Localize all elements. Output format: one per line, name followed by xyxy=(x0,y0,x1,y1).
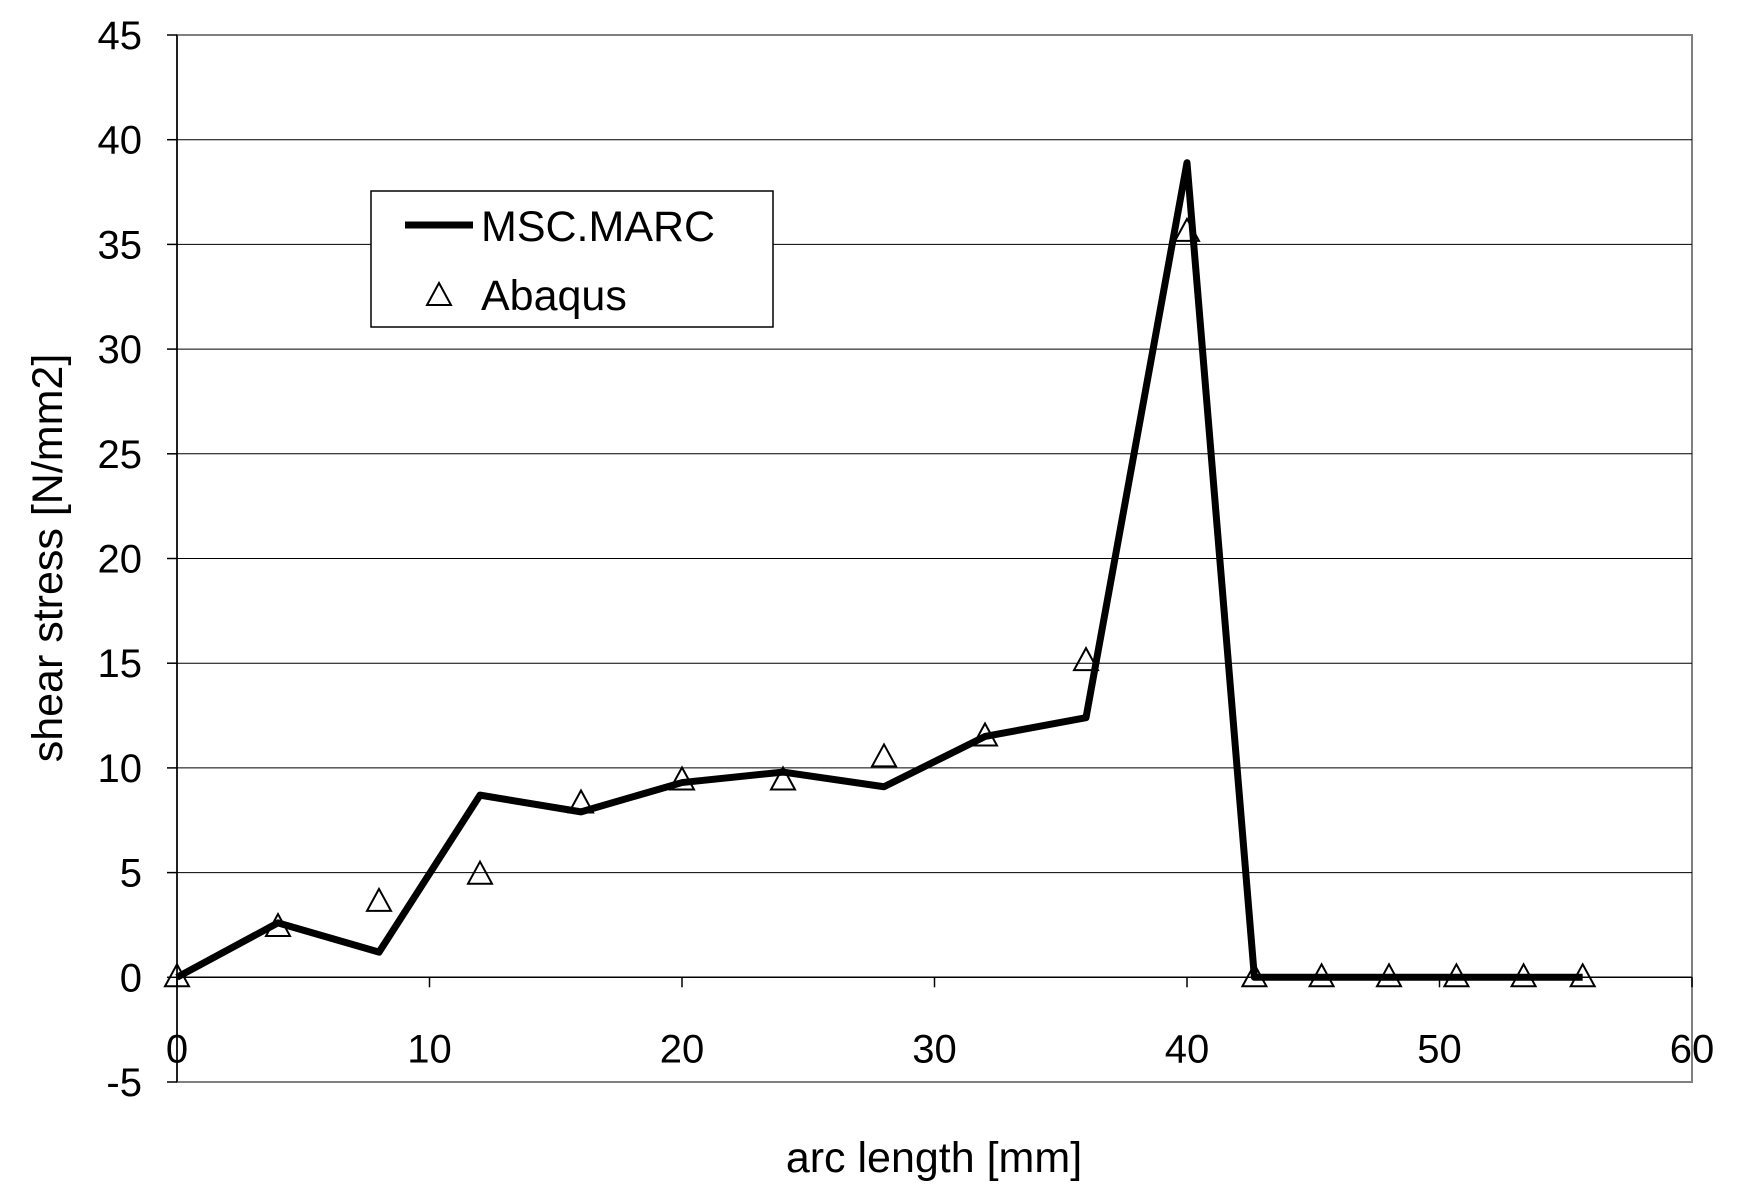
x-axis-ticks: 0 10 20 30 40 50 60 xyxy=(166,977,1714,1071)
y-tick-label-35: 35 xyxy=(98,223,143,267)
x-tick-label-20: 20 xyxy=(660,1027,705,1071)
legend-marker-abaqus xyxy=(425,280,453,306)
y-tick-label-20: 20 xyxy=(98,538,143,582)
legend: MSC.MARC Abaqus xyxy=(370,190,774,328)
x-tick-label-0: 0 xyxy=(166,1027,188,1071)
y-tick-label-5: 5 xyxy=(120,852,142,896)
x-tick-label-40: 40 xyxy=(1165,1027,1210,1071)
data-point-abaqus-8 xyxy=(971,721,999,747)
y-tick-label-0: 0 xyxy=(120,956,142,1000)
data-point-abaqus-9 xyxy=(1072,646,1100,672)
data-point-abaqus-12 xyxy=(1307,962,1336,988)
data-point-abaqus-3 xyxy=(466,859,494,885)
data-point-abaqus-4 xyxy=(567,788,595,814)
data-point-abaqus-11 xyxy=(1240,962,1269,988)
data-point-abaqus-6 xyxy=(769,765,797,791)
data-point-abaqus-0 xyxy=(163,962,191,988)
y-tick-label-30: 30 xyxy=(98,328,143,372)
legend-label-marc: MSC.MARC xyxy=(481,203,715,251)
series-line-msc-marc xyxy=(175,159,1583,981)
x-tick-label-10: 10 xyxy=(407,1027,452,1071)
data-point-abaqus-1 xyxy=(264,911,292,938)
data-point-abaqus-16 xyxy=(1568,962,1597,988)
x-tick-label-50: 50 xyxy=(1417,1027,1462,1071)
data-point-abaqus-14 xyxy=(1442,962,1471,988)
data-point-abaqus-5 xyxy=(668,765,696,791)
data-point-abaqus-2 xyxy=(365,886,393,912)
x-axis-title: arc length [mm] xyxy=(786,1134,1082,1182)
legend-label-abaqus: Abaqus xyxy=(481,272,627,320)
y-tick-label-25: 25 xyxy=(98,433,143,477)
series-layer xyxy=(163,159,1597,988)
data-point-abaqus-10 xyxy=(1173,216,1201,242)
data-point-abaqus-13 xyxy=(1375,962,1403,988)
x-tick-label-60: 60 xyxy=(1670,1027,1715,1071)
y-tick-label-15: 15 xyxy=(98,642,143,686)
y-tick-label-45: 45 xyxy=(98,14,143,58)
data-point-abaqus-7 xyxy=(870,742,898,768)
y-tick-label-40: 40 xyxy=(98,119,143,163)
y-tick-label-10: 10 xyxy=(98,747,143,791)
data-point-abaqus-15 xyxy=(1509,962,1538,988)
y-axis-ticks: -5 0 5 10 15 20 25 30 35 40 45 xyxy=(98,14,177,1105)
x-tick-label-30: 30 xyxy=(912,1027,957,1071)
y-axis-title: shear stress [N/mm2] xyxy=(24,354,72,763)
y-tick-label--5: -5 xyxy=(106,1061,142,1105)
